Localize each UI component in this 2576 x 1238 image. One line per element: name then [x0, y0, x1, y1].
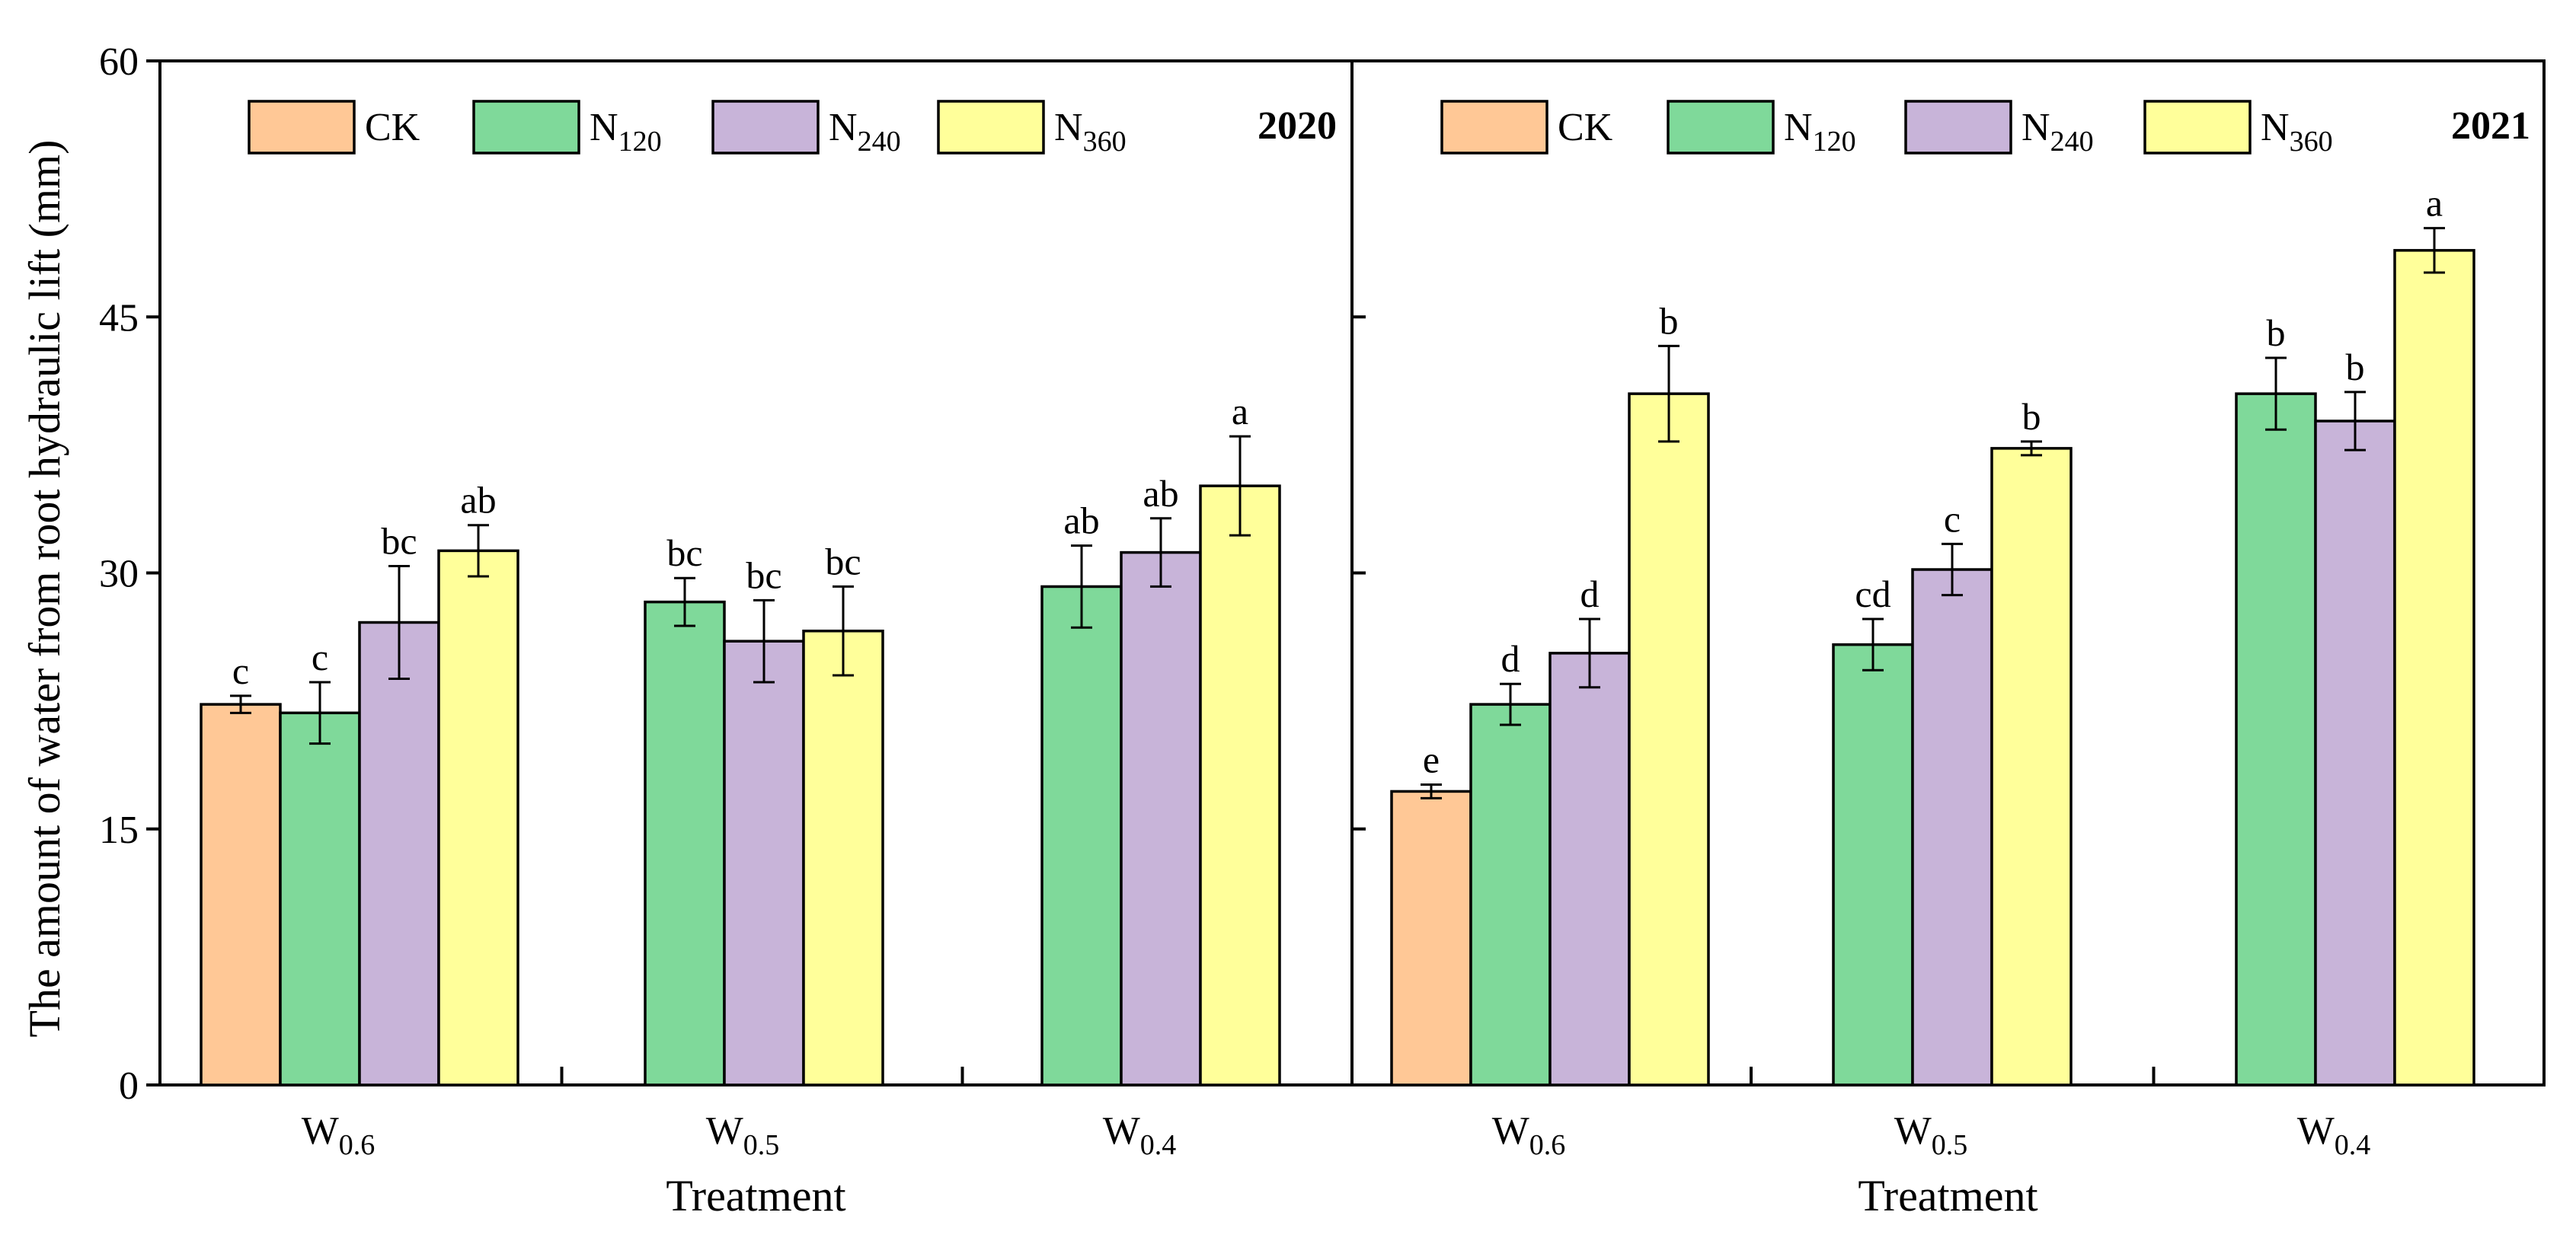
legend-swatch-N240 [1904, 100, 2012, 155]
x-axis-title: Treatment [1858, 1171, 2037, 1220]
bar-2021-g2-N120 [2235, 392, 2317, 1086]
significance-letter: c [312, 636, 328, 678]
bar-2020-g2-N240 [1120, 550, 1202, 1086]
x-category-label: W0.6 [1492, 1109, 1566, 1161]
x-category-label: W0.6 [302, 1109, 376, 1161]
significance-letter: ab [1063, 499, 1099, 542]
significance-letter: ab [460, 479, 496, 522]
bar-2020-g0-CK [200, 703, 282, 1086]
bar-2021-g0-CK [1390, 790, 1472, 1086]
significance-letter: b [1660, 299, 1679, 342]
legend-swatch-N120 [1667, 100, 1775, 155]
panel-year-label: 2020 [1258, 104, 1337, 148]
legend-label-CK: CK [365, 106, 420, 149]
significance-letter: c [1944, 497, 1961, 540]
x-axis-title: Treatment [666, 1171, 845, 1220]
legend-label-N240: N240 [2021, 106, 2094, 158]
significance-letter: b [2267, 311, 2286, 354]
legend-label-N240: N240 [829, 106, 901, 158]
significance-letter: a [1232, 390, 1248, 432]
x-category-label: W0.5 [706, 1109, 780, 1161]
legend-label-CK: CK [1558, 106, 1613, 149]
legend-label-N360: N360 [2261, 106, 2333, 158]
y-tick-label: 30 [99, 553, 139, 596]
x-category-label: W0.4 [2297, 1109, 2371, 1161]
bar-2020-g0-N120 [279, 711, 361, 1086]
bar-2020-g1-N120 [644, 600, 726, 1086]
bar-2020-g2-N120 [1040, 585, 1123, 1086]
y-axis-title: The amount of water from root hydraulic … [20, 140, 69, 1038]
x-category-label: W0.4 [1103, 1109, 1177, 1161]
significance-letter: c [232, 649, 249, 692]
panel-year-label: 2021 [2451, 104, 2530, 148]
y-tick-label: 15 [99, 809, 139, 852]
bar-2021-g2-N360 [2393, 249, 2475, 1086]
y-tick-label: 0 [119, 1064, 139, 1108]
x-category-label: W0.5 [1894, 1109, 1968, 1161]
significance-letter: ab [1143, 472, 1178, 515]
significance-letter: bc [825, 540, 861, 582]
panel-2021: 2021 CK N120 N240 N360 e d d b cd c b b b a W0.6 W0.5 W0.… [1390, 100, 2530, 1220]
significance-letter: a [2426, 182, 2443, 225]
bar-2021-g0-N120 [1469, 703, 1552, 1086]
y-tick-label: 45 [99, 296, 139, 340]
bar-2020-g1-N360 [802, 629, 884, 1086]
significance-letter: bc [746, 554, 781, 596]
legend-label-N120: N120 [1784, 106, 1856, 158]
significance-letter: d [1501, 637, 1520, 680]
bar-2021-g1-N240 [1911, 568, 1993, 1086]
bar-2021-g0-N240 [1548, 652, 1631, 1086]
legend-label-N360: N360 [1054, 106, 1127, 158]
significance-letter: cd [1855, 573, 1890, 615]
significance-letter: d [1580, 573, 1600, 615]
bar-2021-g1-N120 [1832, 643, 1914, 1086]
significance-letter: b [2346, 346, 2365, 388]
legend-swatch-CK [1440, 100, 1548, 155]
bar-2021-g1-N360 [1990, 447, 2073, 1086]
significance-letter: bc [666, 531, 702, 574]
legend-swatch-N120 [472, 100, 580, 155]
significance-letter: b [2022, 395, 2041, 438]
bar-2021-g2-N240 [2314, 420, 2396, 1086]
bar-2020-g0-N240 [358, 621, 440, 1086]
y-tick-label: 60 [99, 40, 139, 84]
legend-swatch-N240 [711, 100, 820, 155]
bar-2020-g2-N360 [1199, 484, 1281, 1086]
legend-swatch-N360 [2143, 100, 2252, 155]
significance-letter: bc [381, 520, 417, 563]
significance-letter: e [1423, 738, 1440, 780]
bar-2021-g0-N360 [1628, 392, 1710, 1086]
legend-swatch-N360 [937, 100, 1045, 155]
bar-2020-g0-N360 [437, 549, 519, 1086]
legend-label-N120: N120 [590, 106, 662, 158]
bar-2020-g1-N240 [723, 640, 805, 1086]
legend-swatch-CK [248, 100, 356, 155]
